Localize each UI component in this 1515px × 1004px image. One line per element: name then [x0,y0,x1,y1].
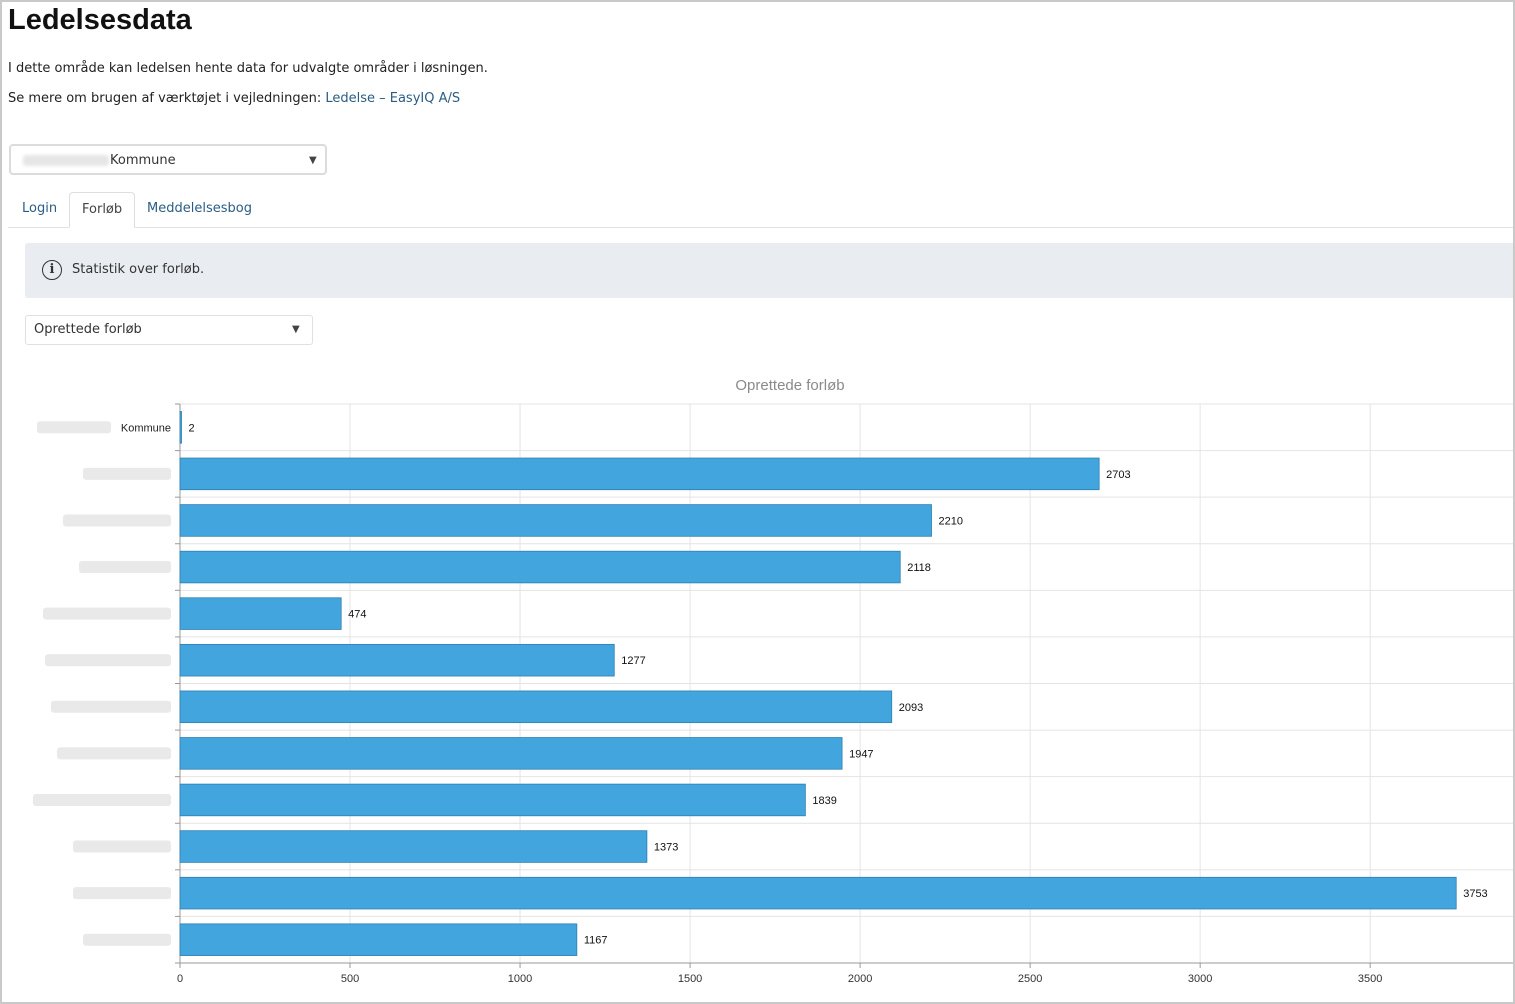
municipality-select-value: Kommune [110,153,176,168]
x-tick-label: 3000 [1188,973,1212,985]
bar-chart: Oprettede forløb 0 500 1000 1500 2000 2500 3000… [33,377,1513,985]
info-circle-icon: i [42,260,62,280]
x-tick-label: 1500 [678,973,702,985]
redacted-category-label [43,607,171,620]
bar [179,737,843,770]
bar-data-label: 1167 [584,935,608,947]
guide-line: Se mere om brugen af værktøjet i vejledn… [8,91,460,106]
guide-prefix: Se mere om brugen af værktøjet i vejledn… [8,91,326,106]
bar-data-label: 2703 [1106,469,1130,481]
bar [179,690,893,724]
bar-data-label: 1277 [621,655,645,667]
info-text: Statistik over forløb. [72,262,205,277]
page-title: Ledelsesdata [8,4,192,36]
bar [179,504,932,537]
bar-data-label: 2093 [899,702,923,714]
bar [179,830,648,863]
bar [179,783,806,817]
bar-data-label: 474 [348,609,366,621]
bar [179,876,1457,910]
x-tick-label: 2500 [1018,973,1042,985]
bar-data-label: 2 [189,422,195,434]
bar [179,457,1100,491]
redacted-category-label [37,421,111,434]
bar-data-label: 2210 [939,515,963,527]
x-tick-label: 2000 [848,973,872,985]
redacted-category-label [63,514,171,527]
bar-data-label: 1839 [812,795,836,807]
bar-data-label: 1947 [849,748,873,760]
chart-title: Oprettede forløb [735,377,844,394]
municipality-select[interactable]: Kommune ▼ [9,144,327,175]
y-category-label: Kommune [121,422,171,434]
bar [179,643,615,677]
x-tick-label: 0 [177,973,183,985]
bar [179,923,578,956]
redacted-category-label [79,561,171,574]
guide-link[interactable]: Ledelse – EasyIQ A/S [325,91,461,106]
x-tick-label: 500 [341,973,359,985]
chevron-down-icon: ▼ [292,324,300,335]
bar-data-label: 1373 [654,842,678,854]
info-box: i Statistik over forløb. [25,243,1513,298]
redacted-category-label [45,654,171,667]
chart-type-select-value: Oprettede forløb [34,322,142,337]
tab-forlob[interactable]: Forløb [69,192,136,228]
chevron-down-icon: ▼ [309,155,317,166]
tab-bar: Login Forløb Meddelelsesbog [8,192,1513,228]
x-tick-label: 3500 [1358,973,1382,985]
redacted-category-label [83,467,171,480]
intro-text: I dette område kan ledelsen hente data f… [8,61,488,76]
redacted-category-label [73,840,171,853]
redacted-category-label [51,700,171,713]
redacted-category-label [73,887,171,900]
bar-data-label: 2118 [907,562,931,574]
redacted-category-label [33,793,171,806]
tab-login[interactable]: Login [22,201,58,216]
redacted-name [23,155,109,166]
redacted-category-label [57,747,171,760]
bar [179,550,901,584]
bar-data-label: 3753 [1463,888,1487,900]
bar [179,411,182,444]
bar [179,597,342,630]
redacted-category-label [83,933,171,946]
tab-meddelelsesbog[interactable]: Meddelelsesbog [147,201,252,216]
x-tick-label: 1000 [508,973,532,985]
chart-type-select[interactable]: Oprettede forløb ▼ [25,315,313,345]
